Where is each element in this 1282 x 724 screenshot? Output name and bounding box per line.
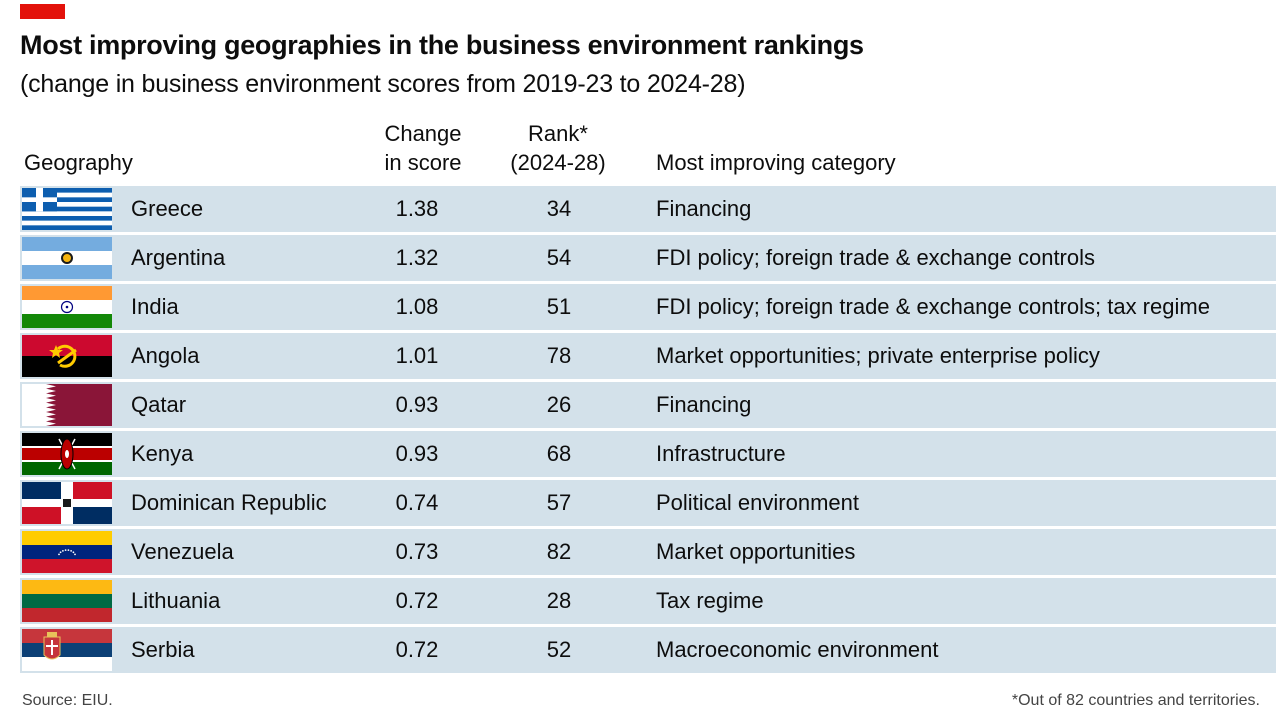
rank-cell: 57 [546,490,572,515]
header-geography: Geography [24,150,133,175]
source-note: Source: EIU. [22,692,113,709]
chart-subtitle: (change in business environment scores f… [20,70,746,98]
table-row: Qatar 0.93 26 Financing [20,382,1276,428]
header-rank: Rank* (2024-28) [502,119,614,177]
lithuania-flag-icon [22,580,112,622]
category-cell: Market opportunities; private enterprise… [656,343,1100,368]
table-row: Dominican Republic 0.74 57 Political enviro… [20,480,1276,526]
greece-flag-icon [22,188,112,230]
rank-cell: 68 [546,441,572,466]
change-cell: 0.74 [395,490,439,515]
table-row: Lithuania 0.72 28 Tax regime [20,578,1276,624]
table-row: India 1.08 51 FDI policy; foreign trade & e… [20,284,1276,330]
geography-cell: Serbia [131,637,195,662]
kenya-flag-icon [22,433,112,475]
angola-flag-icon [22,335,112,377]
category-cell: Macroeconomic environment [656,637,939,662]
rank-cell: 26 [546,392,572,417]
argentina-flag-icon [22,237,112,279]
qatar-flag-icon [22,384,112,426]
header-change: Change in score [382,119,464,177]
category-cell: FDI policy; foreign trade & exchange con… [656,294,1210,319]
header-category: Most improving category [656,150,896,175]
change-cell: 1.32 [395,245,439,270]
rank-cell: 34 [546,196,572,221]
geography-cell: Lithuania [131,588,221,613]
rank-cell: 82 [546,539,572,564]
table-row: Serbia 0.72 52 Macroeconomic environment [20,627,1276,673]
chart-title: Most improving geographies in the busine… [20,30,864,60]
header-change-line2: in score [384,150,462,175]
table-row: Greece 1.38 34 Financing [20,186,1276,232]
category-cell: Financing [656,196,752,221]
footnote: *Out of 82 countries and territories. [1011,692,1260,709]
category-cell: Tax regime [656,588,764,613]
geography-cell: Qatar [131,392,187,417]
accent-bar [20,4,65,19]
geography-cell: Kenya [131,441,194,466]
category-cell: Political environment [656,490,859,515]
geography-cell: Argentina [131,245,226,270]
geography-cell: Angola [131,343,200,368]
table-row: Venezuela 0.73 82 Market opportunities [20,529,1276,575]
rank-cell: 28 [546,588,572,613]
category-cell: Financing [656,392,752,417]
rank-cell: 54 [546,245,572,270]
rankings-table: Greece 1.38 34 Financing Argentina 1.32 54 FDI… [20,186,1276,676]
header-rank-line1: Rank* [528,121,588,146]
table-row: Argentina 1.32 54 FDI policy; foreign trade… [20,235,1276,281]
change-cell: 0.93 [395,392,439,417]
change-cell: 0.72 [395,588,439,613]
serbia-flag-icon [22,629,112,671]
geography-cell: Greece [131,196,204,221]
rank-cell: 51 [546,294,572,319]
geography-cell: India [131,294,179,319]
category-cell: FDI policy; foreign trade & exchange con… [656,245,1096,270]
header-rank-line2: (2024-28) [510,150,606,175]
change-cell: 0.72 [395,637,439,662]
change-cell: 1.08 [395,294,439,319]
geography-cell: Dominican Republic [131,490,327,515]
category-cell: Market opportunities [656,539,856,564]
change-cell: 0.73 [395,539,439,564]
table-row: Angola 1.01 78 Market opportunities; privat… [20,333,1276,379]
change-cell: 1.38 [395,196,439,221]
change-cell: 1.01 [395,343,439,368]
rank-cell: 52 [546,637,572,662]
dominican-republic-flag-icon [22,482,112,524]
change-cell: 0.93 [395,441,439,466]
category-cell: Infrastructure [656,441,786,466]
venezuela-flag-icon [22,531,112,573]
table-row: Kenya 0.93 68 Infrastructure [20,431,1276,477]
rank-cell: 78 [546,343,572,368]
geography-cell: Venezuela [131,539,234,564]
india-flag-icon [22,286,112,328]
header-change-line1: Change [384,121,462,146]
